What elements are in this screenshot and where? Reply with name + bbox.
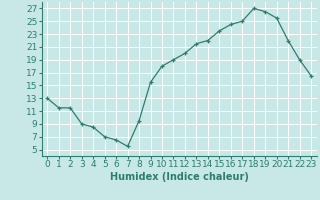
X-axis label: Humidex (Indice chaleur): Humidex (Indice chaleur) bbox=[110, 172, 249, 182]
